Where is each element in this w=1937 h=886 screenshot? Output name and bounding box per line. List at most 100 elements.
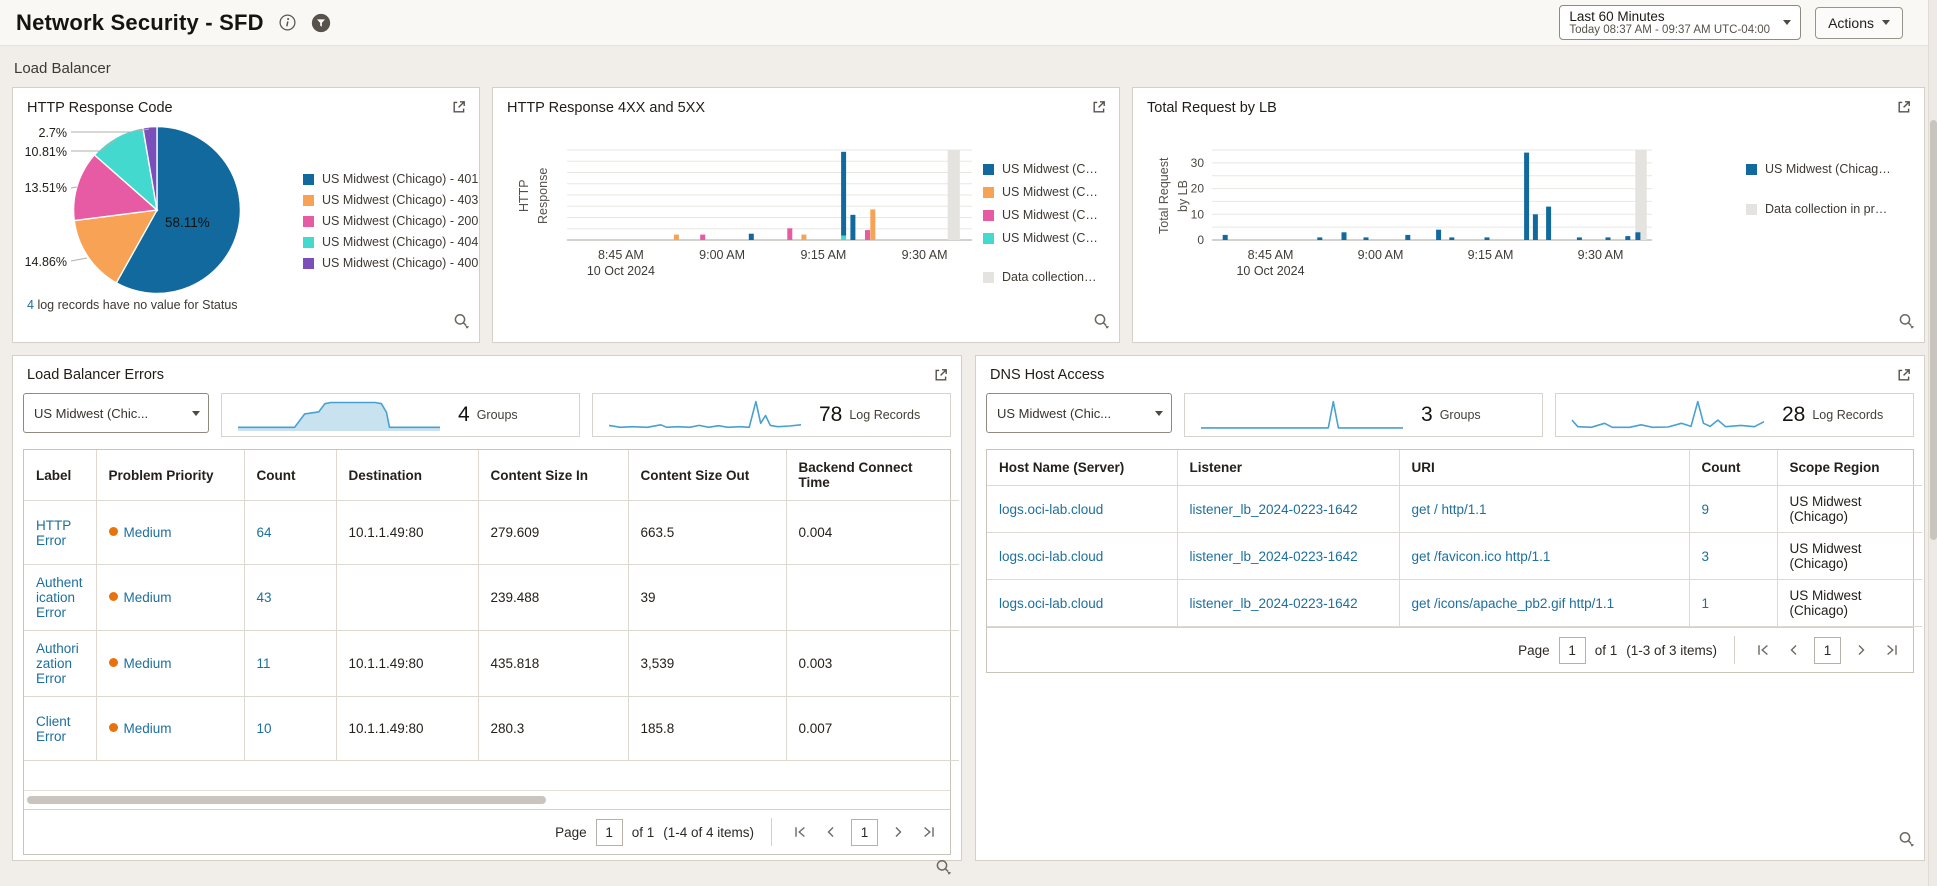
legend-item[interactable]: US Midwest (C… [983, 208, 1111, 222]
legend-item[interactable]: US Midwest (Chicago) - 403 [303, 193, 478, 207]
search-drilldown-icon[interactable] [935, 860, 953, 881]
page-input[interactable]: 1 [1558, 636, 1586, 664]
error-label-link[interactable]: Client Error [36, 713, 71, 744]
groups-sparkline [238, 401, 440, 431]
error-label-link[interactable]: Authentication Error [36, 575, 83, 620]
time-range-select[interactable]: Last 60 Minutes Today 08:37 AM - 09:37 A… [1559, 5, 1802, 40]
legend-item[interactable]: US Midwest (Chicag… [1746, 162, 1904, 176]
http-response-4xx-5xx-chart[interactable]: 8:45 AM 10 Oct 2024 9:00 AM 9:15 AM 9:30 AM [493, 128, 1113, 280]
scrollbar-thumb[interactable] [27, 796, 546, 804]
page-scrollbar[interactable] [1928, 0, 1937, 886]
search-drilldown-icon[interactable] [1093, 313, 1111, 336]
last-page-button[interactable] [918, 821, 940, 843]
open-in-new-icon[interactable] [1896, 367, 1912, 388]
panel-controls: US Midwest (Chic... 3 Groups 28 Log Reco… [986, 393, 1914, 437]
cell-label: HTTP Error [24, 500, 97, 565]
horizontal-scrollbar[interactable] [24, 791, 950, 809]
legend-item[interactable]: US Midwest (Chicago) - 404 [303, 235, 478, 249]
open-in-new-icon[interactable] [933, 367, 949, 388]
panel-dns-host-access: DNS Host Access US Midwest (Chic... 3 Gr… [975, 355, 1925, 861]
search-drilldown-icon[interactable] [453, 313, 471, 336]
first-page-button[interactable] [789, 821, 811, 843]
error-label-link[interactable]: HTTP Error [36, 517, 72, 548]
card-http-response-4xx-5xx: HTTP Response 4XX and 5XX HTTP Response … [492, 87, 1120, 343]
legend-item[interactable]: US Midwest (Chicago) - 400 [303, 256, 478, 270]
legend-item[interactable]: US Midwest (Chicago) - 401 [303, 172, 478, 186]
actions-button[interactable]: Actions [1815, 6, 1903, 39]
listener-link[interactable]: listener_lb_2024-0223-1642 [1189, 595, 1358, 611]
host-link[interactable]: logs.oci-lab.cloud [999, 501, 1104, 517]
region-filter-select[interactable]: US Midwest (Chic... [23, 393, 209, 433]
next-page-button[interactable] [1850, 639, 1872, 661]
legend-item[interactable]: US Midwest (C… [983, 185, 1111, 199]
chart-legend: US Midwest (C… US Midwest (C… US Midwest… [983, 162, 1111, 284]
uri-link[interactable]: get / http/1.1 [1411, 501, 1487, 517]
page-input[interactable]: 1 [595, 818, 623, 846]
log-records-count: 28 [1782, 403, 1806, 426]
uri-link[interactable]: get /icons/apache_pb2.gif http/1.1 [1411, 595, 1615, 611]
current-page-button[interactable]: 1 [1814, 636, 1841, 664]
cell-label: Client Error [24, 696, 97, 761]
cell-size-out: 39 [627, 564, 787, 631]
legend-item[interactable]: US Midwest (Chicago) - 200 [303, 214, 478, 228]
legend-swatch [303, 215, 314, 227]
priority-dot [108, 592, 118, 601]
previous-page-button[interactable] [820, 821, 842, 843]
count-link[interactable]: 3 [1701, 548, 1710, 564]
count-link[interactable]: 11 [256, 656, 271, 671]
current-page-button[interactable]: 1 [851, 818, 878, 846]
http-response-pie-chart[interactable] [71, 124, 243, 296]
priority-link[interactable]: Medium [123, 656, 172, 671]
listener-link[interactable]: listener_lb_2024-0223-1642 [1189, 548, 1358, 564]
column-header: Content Size Out [627, 450, 787, 501]
scrollbar-thumb[interactable] [1930, 120, 1937, 540]
legend-item[interactable]: US Midwest (C… [983, 162, 1111, 176]
priority-link[interactable]: Medium [123, 721, 172, 736]
priority-dot [108, 658, 118, 667]
cell-destination: 10.1.1.49:80 [335, 500, 479, 565]
open-in-new-icon[interactable] [1091, 99, 1107, 120]
open-in-new-icon[interactable] [451, 99, 467, 120]
next-page-button[interactable] [887, 821, 909, 843]
host-link[interactable]: logs.oci-lab.cloud [999, 595, 1104, 611]
previous-page-button[interactable] [1783, 639, 1805, 661]
first-page-button[interactable] [1752, 639, 1774, 661]
priority-link[interactable]: Medium [123, 525, 172, 540]
error-label-link[interactable]: Authorization Error [36, 641, 79, 686]
svg-text:10 Oct 2024: 10 Oct 2024 [1236, 264, 1304, 278]
legend-label: Data collection… [1002, 270, 1097, 284]
count-link[interactable]: 43 [256, 590, 272, 605]
cell-size-in: 239.488 [477, 564, 629, 631]
total-request-chart[interactable]: 0 10 20 30 8:45 AM 10 Oct 2024 9:00 AM 9:15 AM 9… [1133, 128, 1773, 280]
last-page-button[interactable] [1881, 639, 1903, 661]
panel-load-balancer-errors: Load Balancer Errors US Midwest (Chic...… [12, 355, 962, 876]
cell-count: 1 [1688, 579, 1778, 627]
count-link[interactable]: 64 [256, 525, 272, 540]
count-link[interactable]: 1 [1701, 595, 1710, 611]
legend-item[interactable]: Data collection… [983, 270, 1111, 284]
legend-item[interactable]: Data collection in pr… [1746, 202, 1904, 216]
svg-text:9:15 AM: 9:15 AM [800, 248, 846, 262]
cell-label: Authorization Error [24, 630, 97, 697]
listener-link[interactable]: listener_lb_2024-0223-1642 [1189, 501, 1358, 517]
search-drilldown-icon[interactable] [1898, 313, 1916, 336]
filter-value: US Midwest (Chic... [997, 405, 1112, 421]
pie-label: 13.51% [24, 181, 67, 195]
uri-link[interactable]: get /favicon.ico http/1.1 [1411, 548, 1551, 564]
column-header: Listener [1176, 450, 1400, 486]
legend-swatch [1746, 163, 1757, 175]
svg-text:9:30 AM: 9:30 AM [1578, 248, 1624, 262]
info-icon[interactable] [278, 13, 297, 32]
cell-scope-region: US Midwest (Chicago) [1776, 579, 1922, 627]
legend-item[interactable]: US Midwest (C… [983, 231, 1111, 245]
host-link[interactable]: logs.oci-lab.cloud [999, 548, 1104, 564]
record-count-link[interactable]: 4 [27, 298, 34, 312]
open-in-new-icon[interactable] [1896, 99, 1912, 120]
card-total-request-by-lb: Total Request by LB Total Request by LB … [1132, 87, 1925, 343]
count-link[interactable]: 10 [256, 721, 272, 736]
filter-icon[interactable] [311, 13, 331, 33]
count-link[interactable]: 9 [1701, 501, 1710, 517]
priority-link[interactable]: Medium [123, 590, 172, 605]
region-filter-select[interactable]: US Midwest (Chic... [986, 393, 1172, 433]
search-drilldown-icon[interactable] [1898, 832, 1916, 853]
